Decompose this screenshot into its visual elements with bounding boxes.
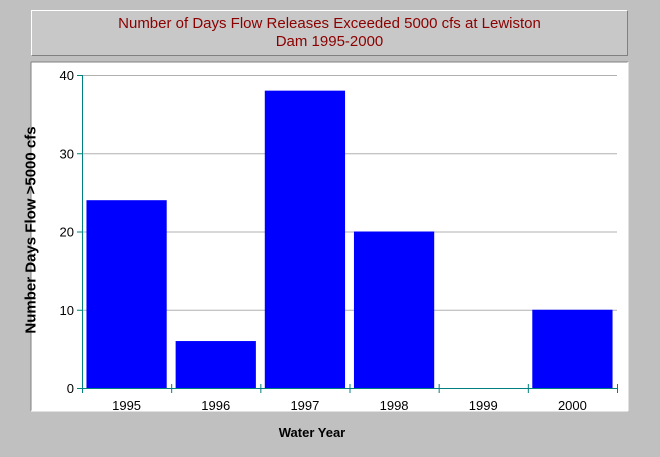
bar-1995 [86, 200, 167, 388]
chart-title-line-2: Dam 1995-2000 [275, 33, 384, 50]
x-tick-label: 2000 [558, 398, 587, 413]
y-tick-label: 40 [60, 68, 74, 83]
x-tick-label: 1999 [469, 398, 498, 413]
bar-2000 [532, 309, 613, 388]
y-tick-label: 30 [60, 146, 74, 161]
y-tick-label: 0 [67, 381, 74, 396]
grid-lines [82, 75, 617, 311]
chart-title-line-1: Number of Days Flow Releases Exceeded 50… [118, 15, 541, 32]
x-axis-label: Water Year [278, 425, 346, 440]
bars [86, 90, 613, 389]
bar-1997 [264, 90, 346, 389]
bar-1998 [353, 231, 435, 388]
x-tick-label: 1998 [380, 398, 409, 413]
y-tick-labels: 0 10 20 30 40 [60, 68, 74, 396]
x-tick-labels: 1995 1996 1997 1998 1999 2000 [112, 398, 587, 413]
y-tick-label: 10 [60, 303, 74, 318]
bar-1996 [175, 341, 256, 388]
x-tick-label: 1996 [201, 398, 230, 413]
y-tick-label: 20 [60, 225, 74, 240]
chart-title: Number of Days Flow Releases Exceeded 50… [31, 10, 628, 56]
y-axis-label: Number Days Flow >5000 cfs [22, 126, 40, 334]
x-tick-label: 1995 [112, 398, 141, 413]
x-tick-label: 1997 [290, 398, 319, 413]
axes [77, 75, 618, 393]
